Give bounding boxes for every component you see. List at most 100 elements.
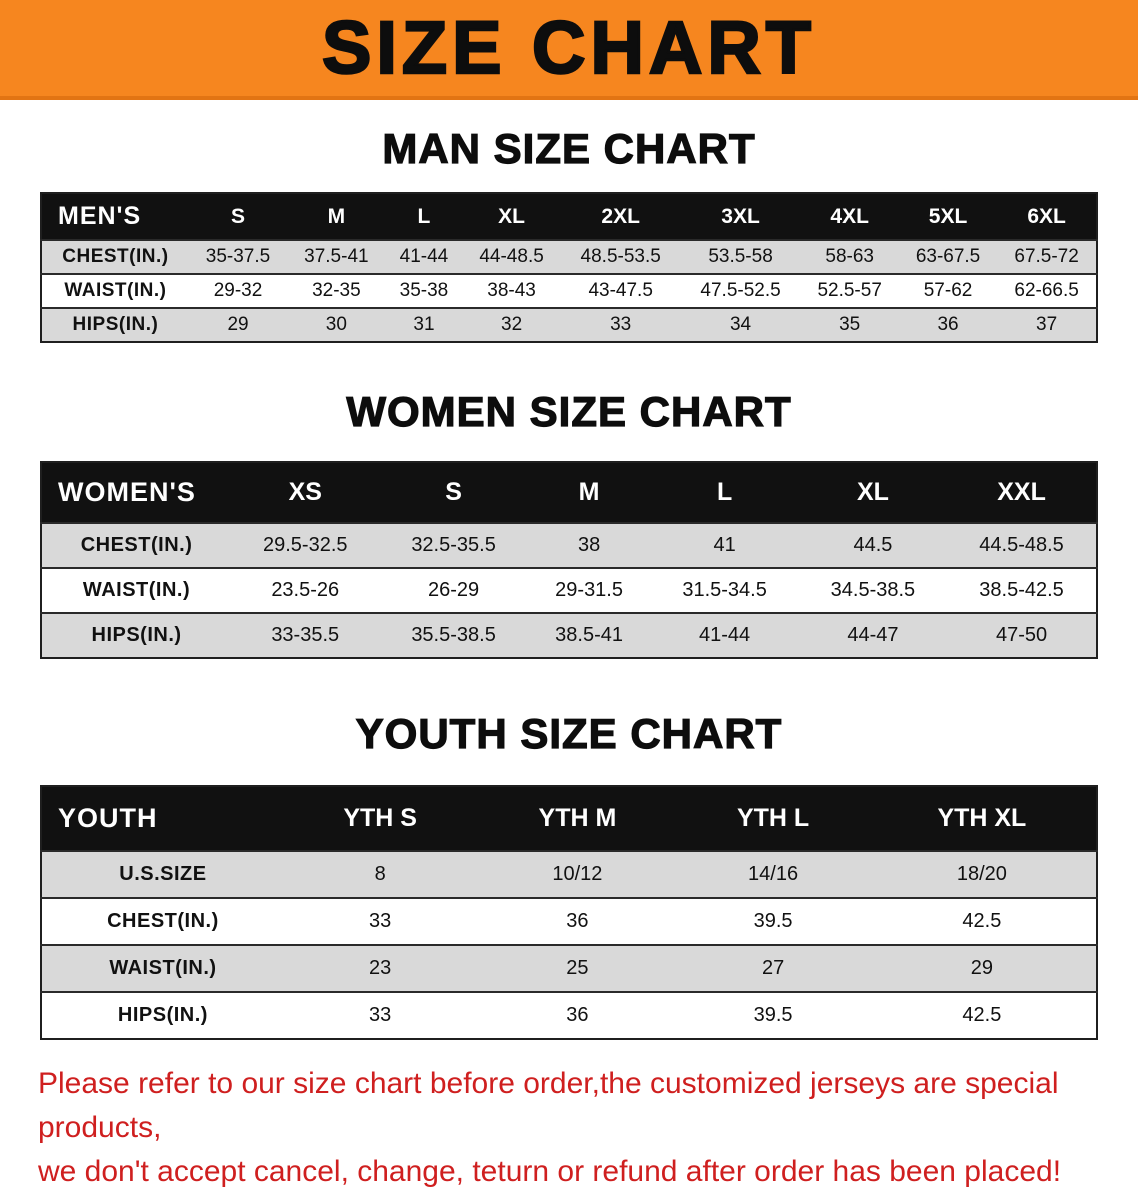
- size-header-cell: L: [650, 462, 799, 523]
- data-cell: 14/16: [678, 850, 868, 898]
- row-label-cell: CHEST(IN.): [41, 897, 284, 945]
- row-label-cell: WAIST(IN.): [41, 944, 284, 992]
- disclaimer-line-2: we don't accept cancel, change, teturn o…: [38, 1155, 1062, 1188]
- data-cell: 29: [867, 944, 1097, 992]
- size-chart-banner: SIZE CHART: [0, 0, 1138, 100]
- row-label-cell: HIPS(IN.): [41, 612, 232, 658]
- table-row: WAIST(IN.) 23.5-26 26-29 29-31.5 31.5-34.5 34…: [41, 567, 1097, 613]
- data-cell: 35-37.5: [188, 239, 288, 274]
- data-cell: 35.5-38.5: [379, 612, 528, 658]
- data-cell: 29.5-32.5: [231, 522, 380, 568]
- size-header-cell: 2XL: [560, 193, 681, 240]
- data-cell: 53.5-58: [680, 239, 801, 274]
- table-row: HIPS(IN.) 33 36 39.5 42.5: [41, 991, 1097, 1039]
- data-cell: 27: [678, 944, 868, 992]
- table-row: HIPS(IN.) 29 30 31 32 33 34 35 36 37: [41, 307, 1097, 342]
- data-cell: 32: [462, 307, 561, 342]
- data-cell: 32-35: [287, 273, 386, 308]
- data-cell: 23.5-26: [231, 567, 380, 613]
- data-cell: 29-31.5: [527, 567, 651, 613]
- data-cell: 35-38: [385, 273, 463, 308]
- size-header-cell: YTH XL: [867, 786, 1097, 851]
- data-cell: 8: [283, 850, 477, 898]
- size-header-cell: YTH L: [678, 786, 868, 851]
- data-cell: 23: [283, 944, 477, 992]
- row-label-cell: CHEST(IN.): [41, 522, 232, 568]
- disclaimer-note: Please refer to our size chart before or…: [38, 1062, 1100, 1194]
- size-header-cell: XXL: [947, 462, 1097, 523]
- data-cell: 38-43: [462, 273, 561, 308]
- table-row: WAIST(IN.) 23 25 27 29: [41, 944, 1097, 992]
- size-header-cell: S: [188, 193, 288, 240]
- data-cell: 41-44: [650, 612, 799, 658]
- data-cell: 37: [997, 307, 1097, 342]
- corner-header-cell: YOUTH: [41, 786, 284, 851]
- data-cell: 34: [680, 307, 801, 342]
- data-cell: 35: [800, 307, 899, 342]
- data-cell: 30: [287, 307, 386, 342]
- data-cell: 36: [476, 991, 679, 1039]
- data-cell: 34.5-38.5: [798, 567, 948, 613]
- size-header-cell: XL: [798, 462, 948, 523]
- youth-size-section: YOUTH SIZE CHART YOUTH YTH S YTH M YTH L YTH…: [0, 710, 1138, 1040]
- data-cell: 33: [560, 307, 681, 342]
- row-label-cell: HIPS(IN.): [41, 991, 284, 1039]
- data-cell: 10/12: [476, 850, 679, 898]
- data-cell: 38: [527, 522, 651, 568]
- data-cell: 62-66.5: [997, 273, 1097, 308]
- data-cell: 37.5-41: [287, 239, 386, 274]
- corner-header-cell: WOMEN'S: [41, 462, 232, 523]
- data-cell: 48.5-53.5: [560, 239, 681, 274]
- size-header-cell: YTH M: [476, 786, 679, 851]
- data-cell: 41: [650, 522, 799, 568]
- header-row: MEN'S S M L XL 2XL 3XL 4XL 5XL 6XL: [41, 193, 1097, 240]
- data-cell: 29-32: [188, 273, 288, 308]
- data-cell: 32.5-35.5: [379, 522, 528, 568]
- size-header-cell: 5XL: [898, 193, 998, 240]
- table-row: HIPS(IN.) 33-35.5 35.5-38.5 38.5-41 41-44 44-…: [41, 612, 1097, 658]
- size-header-cell: M: [527, 462, 651, 523]
- data-cell: 63-67.5: [898, 239, 998, 274]
- table-row: U.S.SIZE 8 10/12 14/16 18/20: [41, 850, 1097, 898]
- men-size-section: MAN SIZE CHART MEN'S S M L XL 2XL 3XL 4XL 5XL 6XL…: [0, 125, 1138, 343]
- size-header-cell: 3XL: [680, 193, 801, 240]
- data-cell: 39.5: [678, 897, 868, 945]
- size-header-cell: 4XL: [800, 193, 899, 240]
- row-label-cell: WAIST(IN.): [41, 273, 189, 308]
- data-cell: 33-35.5: [231, 612, 380, 658]
- data-cell: 25: [476, 944, 679, 992]
- data-cell: 18/20: [867, 850, 1097, 898]
- size-header-cell: S: [379, 462, 528, 523]
- size-header-cell: L: [385, 193, 463, 240]
- data-cell: 43-47.5: [560, 273, 681, 308]
- size-header-cell: XL: [462, 193, 561, 240]
- row-label-cell: CHEST(IN.): [41, 239, 189, 274]
- data-cell: 41-44: [385, 239, 463, 274]
- youth-size-table: YOUTH YTH S YTH M YTH L YTH XL U.S.SIZE 8 10/12…: [40, 785, 1098, 1040]
- size-header-cell: M: [287, 193, 386, 240]
- banner-title: SIZE CHART: [321, 6, 816, 89]
- data-cell: 44.5: [798, 522, 948, 568]
- data-cell: 44-47: [798, 612, 948, 658]
- disclaimer-line-1: Please refer to our size chart before or…: [38, 1067, 1059, 1144]
- data-cell: 47-50: [947, 612, 1097, 658]
- corner-header-cell: MEN'S: [41, 193, 189, 240]
- data-cell: 36: [476, 897, 679, 945]
- data-cell: 58-63: [800, 239, 899, 274]
- data-cell: 38.5-41: [527, 612, 651, 658]
- data-cell: 29: [188, 307, 288, 342]
- data-cell: 31.5-34.5: [650, 567, 799, 613]
- size-header-cell: 6XL: [997, 193, 1097, 240]
- table-row: CHEST(IN.) 35-37.5 37.5-41 41-44 44-48.5 48.5…: [41, 239, 1097, 274]
- size-header-cell: YTH S: [283, 786, 477, 851]
- men-size-table: MEN'S S M L XL 2XL 3XL 4XL 5XL 6XL CHEST(IN.) 35-37…: [40, 192, 1098, 343]
- youth-section-heading: YOUTH SIZE CHART: [355, 710, 783, 757]
- table-row: CHEST(IN.) 33 36 39.5 42.5: [41, 897, 1097, 945]
- men-section-heading: MAN SIZE CHART: [382, 125, 756, 172]
- data-cell: 67.5-72: [997, 239, 1097, 274]
- header-row: YOUTH YTH S YTH M YTH L YTH XL: [41, 786, 1097, 851]
- size-header-cell: XS: [231, 462, 380, 523]
- table-row: WAIST(IN.) 29-32 32-35 35-38 38-43 43-47.5 47.…: [41, 273, 1097, 308]
- row-label-cell: U.S.SIZE: [41, 850, 284, 898]
- data-cell: 42.5: [867, 991, 1097, 1039]
